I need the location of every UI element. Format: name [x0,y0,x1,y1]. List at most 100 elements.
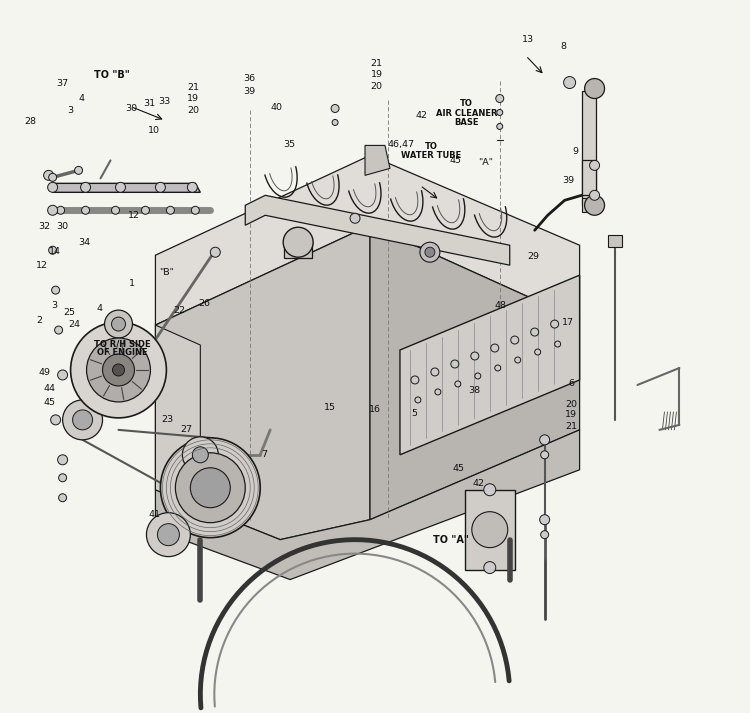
Circle shape [48,205,58,215]
Text: TO: TO [460,99,472,108]
Polygon shape [155,225,370,540]
Circle shape [284,227,313,257]
Text: 34: 34 [79,238,91,247]
Text: 5: 5 [411,409,417,418]
Text: 26: 26 [198,299,210,307]
Polygon shape [365,145,390,175]
Circle shape [451,360,459,368]
Text: 15: 15 [324,404,336,412]
Circle shape [511,336,519,344]
Circle shape [564,76,575,88]
Circle shape [62,400,103,440]
Circle shape [112,364,125,376]
Text: AIR CLEANER: AIR CLEANER [436,108,497,118]
Circle shape [142,206,149,215]
Text: 10: 10 [148,125,160,135]
Text: 20: 20 [565,401,577,409]
Circle shape [79,416,86,424]
Circle shape [143,345,154,355]
Text: 45: 45 [453,464,465,473]
Text: 12: 12 [128,211,140,220]
Text: 28: 28 [25,117,37,126]
Circle shape [496,123,502,130]
Circle shape [166,206,175,215]
Circle shape [411,376,419,384]
Circle shape [420,242,440,262]
Circle shape [425,247,435,257]
Circle shape [331,105,339,113]
Text: 27: 27 [180,424,192,434]
Text: 41: 41 [148,510,160,519]
Text: 3: 3 [52,301,58,309]
Text: "A": "A" [478,158,494,168]
Circle shape [454,381,460,387]
Text: 13: 13 [523,36,535,44]
Polygon shape [53,183,200,193]
Circle shape [73,410,92,430]
Circle shape [58,493,67,502]
Circle shape [112,317,125,331]
Text: 6: 6 [568,379,574,388]
Text: 42: 42 [472,478,484,488]
Text: TO: TO [424,142,437,151]
Polygon shape [370,225,580,520]
Circle shape [86,338,151,402]
Text: 21: 21 [370,58,382,68]
Circle shape [58,455,68,465]
Text: 19: 19 [187,94,199,103]
Text: 4: 4 [79,94,85,103]
Circle shape [535,349,541,355]
Text: 42: 42 [416,111,428,120]
Text: 4: 4 [97,304,103,312]
Circle shape [550,320,559,328]
Circle shape [74,166,82,175]
Circle shape [590,160,599,170]
Text: 37: 37 [56,79,68,88]
Text: TO R/H SIDE: TO R/H SIDE [94,339,150,348]
Circle shape [58,370,68,380]
Circle shape [58,473,67,482]
Bar [465,490,514,570]
Circle shape [471,352,478,360]
Text: 44: 44 [44,384,55,393]
Text: 35: 35 [283,140,295,149]
Circle shape [104,310,133,338]
Circle shape [52,286,59,294]
Text: 30: 30 [56,222,68,232]
Circle shape [584,78,604,98]
Circle shape [540,435,550,445]
Circle shape [496,110,502,116]
Text: OF ENGINE: OF ENGINE [97,349,147,357]
Circle shape [431,368,439,376]
Text: easyassemblyparts.com: easyassemblyparts.com [308,365,442,375]
Circle shape [350,213,360,223]
Polygon shape [400,275,580,455]
Circle shape [584,195,604,215]
Bar [581,91,596,205]
Text: 38: 38 [468,386,480,395]
Text: WATER TUBE: WATER TUBE [401,151,461,160]
Circle shape [116,183,125,193]
Circle shape [514,357,520,363]
Circle shape [484,562,496,573]
Text: 21: 21 [187,83,199,92]
Text: 22: 22 [173,306,185,314]
Circle shape [51,415,61,425]
Circle shape [484,483,496,496]
Circle shape [541,530,549,538]
Text: 19: 19 [370,70,382,79]
Circle shape [191,206,200,215]
Text: TO "B": TO "B" [94,71,130,81]
Circle shape [44,170,54,180]
Text: 17: 17 [562,318,574,327]
Polygon shape [155,430,580,580]
Circle shape [435,389,441,395]
Text: 39: 39 [243,87,255,96]
Circle shape [176,453,245,523]
Polygon shape [155,155,580,325]
Text: 20: 20 [187,106,199,116]
Circle shape [540,515,550,525]
Circle shape [332,120,338,125]
Circle shape [146,513,190,557]
Bar [581,198,596,212]
